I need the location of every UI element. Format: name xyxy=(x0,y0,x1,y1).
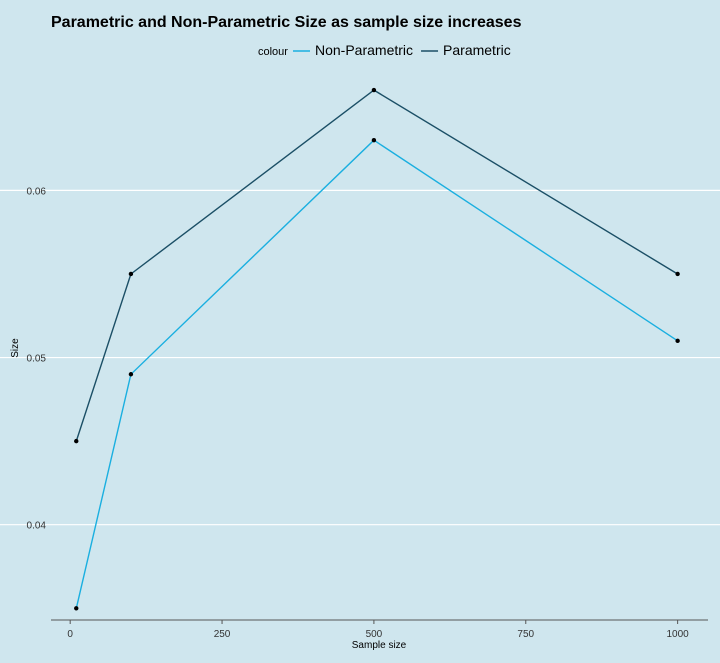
data-point-parametric xyxy=(128,271,134,277)
data-point-parametric xyxy=(675,271,680,277)
data-point-non-parametric xyxy=(371,138,377,143)
series-line-non-parametric xyxy=(75,139,678,609)
data-point-non-parametric xyxy=(74,606,79,611)
data-point-non-parametric xyxy=(128,372,134,377)
legend-title: colour xyxy=(258,46,288,58)
x-tick-label: 0 xyxy=(67,629,73,640)
legend-label-parametric: Parametric xyxy=(443,42,511,58)
y-tick-label: 0.04 xyxy=(27,521,47,532)
series-non-parametric xyxy=(74,138,680,611)
series-layer xyxy=(74,87,680,611)
axes: 0 250 500 750 1000 xyxy=(51,619,708,640)
legend: colour Non-Parametric Parametric xyxy=(258,42,511,58)
x-tick-label: 750 xyxy=(517,629,534,640)
x-tick-label: 500 xyxy=(366,629,383,640)
series-parametric xyxy=(74,87,680,444)
x-tick-label: 250 xyxy=(214,629,231,640)
data-point-parametric xyxy=(371,87,377,93)
data-point-parametric xyxy=(74,438,79,444)
y-tick-label: 0.06 xyxy=(27,186,47,197)
x-tick-label: 1000 xyxy=(667,629,690,640)
series-line-parametric xyxy=(75,89,678,442)
y-axis-label: Size xyxy=(10,338,21,358)
legend-label-non-parametric: Non-Parametric xyxy=(315,42,413,58)
x-axis-label: Sample size xyxy=(352,640,407,651)
data-point-non-parametric xyxy=(675,338,680,344)
chart-title: Parametric and Non-Parametric Size as sa… xyxy=(51,14,522,31)
grid: 0.04 0.05 0.06 xyxy=(0,186,720,532)
y-tick-label: 0.05 xyxy=(27,354,47,365)
